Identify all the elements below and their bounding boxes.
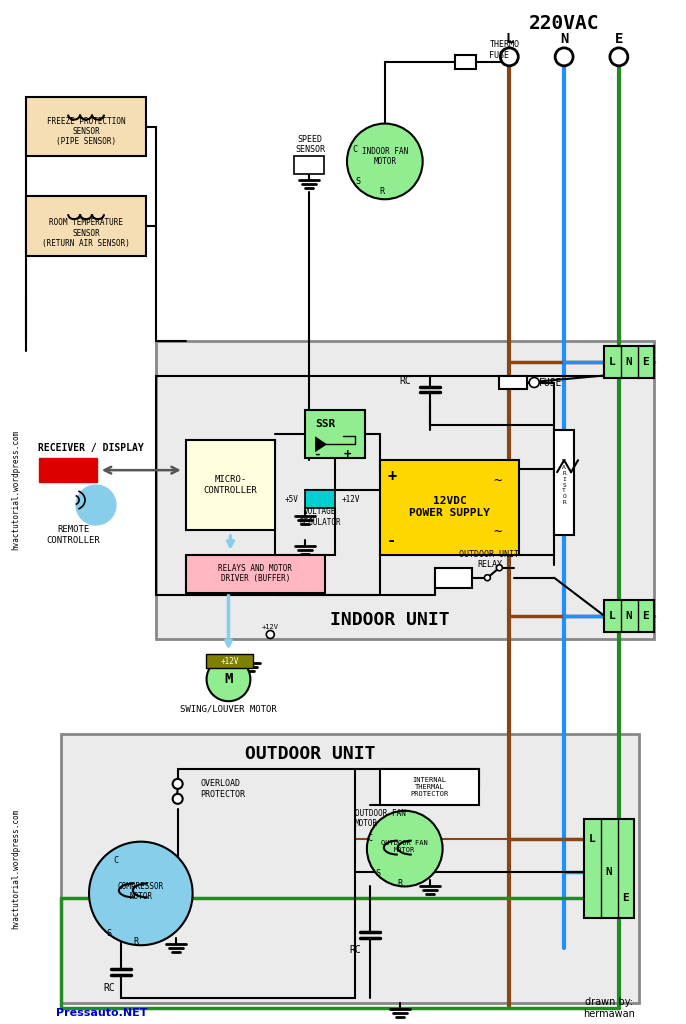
Bar bbox=[455, 55, 477, 69]
Bar bbox=[186, 440, 275, 529]
Text: OUTDOOR UNIT: OUTDOOR UNIT bbox=[245, 745, 375, 763]
Text: INDOOR FAN
MOTOR: INDOOR FAN MOTOR bbox=[362, 146, 408, 166]
Text: +: + bbox=[387, 469, 397, 483]
Text: RECEIVER / DISPLAY: RECEIVER / DISPLAY bbox=[38, 443, 144, 454]
Circle shape bbox=[206, 657, 250, 701]
Bar bbox=[39, 458, 97, 482]
Circle shape bbox=[367, 811, 442, 887]
Text: N: N bbox=[626, 610, 632, 621]
Circle shape bbox=[89, 842, 193, 945]
Text: SPEED
SENSOR: SPEED SENSOR bbox=[295, 135, 325, 155]
Bar bbox=[26, 96, 146, 157]
Bar bbox=[186, 555, 325, 593]
Text: FREEZE PROTECTION
SENSOR
(PIPE SENSOR): FREEZE PROTECTION SENSOR (PIPE SENSOR) bbox=[47, 117, 126, 146]
Text: Pressauto.NET: Pressauto.NET bbox=[56, 1008, 147, 1018]
Text: ROOM TEMPERATURE
SENSOR
(RETURN AIR SENSOR): ROOM TEMPERATURE SENSOR (RETURN AIR SENS… bbox=[42, 218, 130, 248]
Text: FUSE: FUSE bbox=[539, 378, 563, 387]
Text: R: R bbox=[133, 937, 139, 946]
Circle shape bbox=[173, 794, 182, 804]
Bar bbox=[499, 376, 528, 389]
Text: COMPRESSOR
MOTOR: COMPRESSOR MOTOR bbox=[118, 882, 164, 901]
Bar bbox=[380, 769, 480, 805]
Bar bbox=[435, 567, 473, 588]
Circle shape bbox=[555, 48, 573, 66]
Text: REMOTE
CONTROLLER: REMOTE CONTROLLER bbox=[46, 525, 100, 545]
Text: N: N bbox=[626, 356, 632, 367]
Text: +: + bbox=[343, 447, 351, 461]
Circle shape bbox=[484, 574, 490, 581]
Text: OUTDOOR FAN
MOTOR: OUTDOOR FAN MOTOR bbox=[355, 809, 406, 828]
Text: drawn by:
hermawan: drawn by: hermawan bbox=[583, 997, 635, 1019]
Bar bbox=[294, 157, 324, 174]
Text: RC: RC bbox=[349, 945, 361, 955]
Circle shape bbox=[497, 565, 502, 570]
Bar bbox=[156, 341, 654, 639]
Text: -: - bbox=[387, 534, 397, 549]
Text: R: R bbox=[379, 186, 384, 196]
Text: OUTDOOR UNIT
RELAY: OUTDOOR UNIT RELAY bbox=[460, 550, 519, 569]
Bar bbox=[380, 460, 519, 555]
Text: INDOOR UNIT: INDOOR UNIT bbox=[330, 610, 449, 629]
Text: SWING/LOUVER MOTOR: SWING/LOUVER MOTOR bbox=[180, 705, 277, 714]
Text: ~: ~ bbox=[493, 475, 501, 489]
Text: +12V: +12V bbox=[262, 624, 279, 630]
Text: hvactutorial.wordpress.com: hvactutorial.wordpress.com bbox=[11, 808, 20, 929]
Text: THERMO
FUSE: THERMO FUSE bbox=[489, 40, 519, 59]
Circle shape bbox=[173, 779, 182, 788]
Bar bbox=[554, 430, 574, 535]
Text: SSR: SSR bbox=[315, 420, 335, 429]
Text: C: C bbox=[353, 145, 357, 154]
Circle shape bbox=[76, 485, 116, 525]
Text: S: S bbox=[355, 177, 360, 185]
Text: +12V: +12V bbox=[220, 656, 239, 666]
Text: E: E bbox=[622, 893, 629, 903]
Text: C: C bbox=[113, 856, 119, 865]
Circle shape bbox=[500, 48, 519, 66]
Text: +5V: +5V bbox=[284, 495, 298, 504]
Bar bbox=[584, 819, 634, 919]
Text: L: L bbox=[608, 356, 615, 367]
Circle shape bbox=[529, 378, 539, 387]
Bar bbox=[305, 411, 365, 458]
Text: S: S bbox=[375, 869, 380, 878]
Text: M: M bbox=[224, 673, 233, 686]
Text: VOLTAGE
REGULATOR: VOLTAGE REGULATOR bbox=[299, 507, 341, 526]
Text: RELAYS AND MOTOR
DRIVER (BUFFER): RELAYS AND MOTOR DRIVER (BUFFER) bbox=[218, 564, 292, 584]
Bar bbox=[604, 600, 654, 632]
Text: 12VDC
POWER SUPPLY: 12VDC POWER SUPPLY bbox=[409, 497, 490, 518]
Text: RC: RC bbox=[103, 983, 115, 993]
Bar bbox=[604, 346, 654, 378]
Text: INTERNAL
THERMAL
PROTECTOR: INTERNAL THERMAL PROTECTOR bbox=[410, 777, 449, 797]
Circle shape bbox=[266, 631, 274, 639]
Text: C: C bbox=[368, 835, 372, 843]
Text: E: E bbox=[642, 356, 649, 367]
Text: ~: ~ bbox=[493, 526, 501, 540]
Text: V
A
R
I
S
T
O
R: V A R I S T O R bbox=[563, 460, 566, 505]
Text: -: - bbox=[314, 447, 321, 461]
Text: E: E bbox=[615, 32, 623, 46]
Text: R: R bbox=[397, 879, 402, 888]
Text: RC: RC bbox=[400, 376, 412, 385]
Text: +12V: +12V bbox=[342, 495, 360, 504]
Bar bbox=[305, 490, 335, 508]
Text: L: L bbox=[589, 834, 595, 844]
Text: hvactutorial.wordpress.com: hvactutorial.wordpress.com bbox=[11, 430, 20, 550]
Text: S: S bbox=[106, 929, 111, 938]
Bar bbox=[61, 734, 639, 1002]
Bar bbox=[206, 654, 253, 669]
Text: E: E bbox=[642, 610, 649, 621]
Text: 220VAC: 220VAC bbox=[529, 14, 600, 34]
Text: N: N bbox=[606, 866, 613, 877]
Circle shape bbox=[610, 48, 628, 66]
Text: N: N bbox=[560, 32, 568, 46]
Text: L: L bbox=[608, 610, 615, 621]
Text: MICRO-
CONTROLLER: MICRO- CONTROLLER bbox=[204, 475, 257, 495]
Text: L: L bbox=[505, 32, 514, 46]
Polygon shape bbox=[315, 436, 327, 453]
Bar bbox=[26, 197, 146, 256]
Text: OUTDOOR FAN
MOTOR: OUTDOOR FAN MOTOR bbox=[381, 840, 428, 853]
Text: OVERLOAD
PROTECTOR: OVERLOAD PROTECTOR bbox=[200, 779, 246, 799]
Circle shape bbox=[347, 124, 423, 200]
